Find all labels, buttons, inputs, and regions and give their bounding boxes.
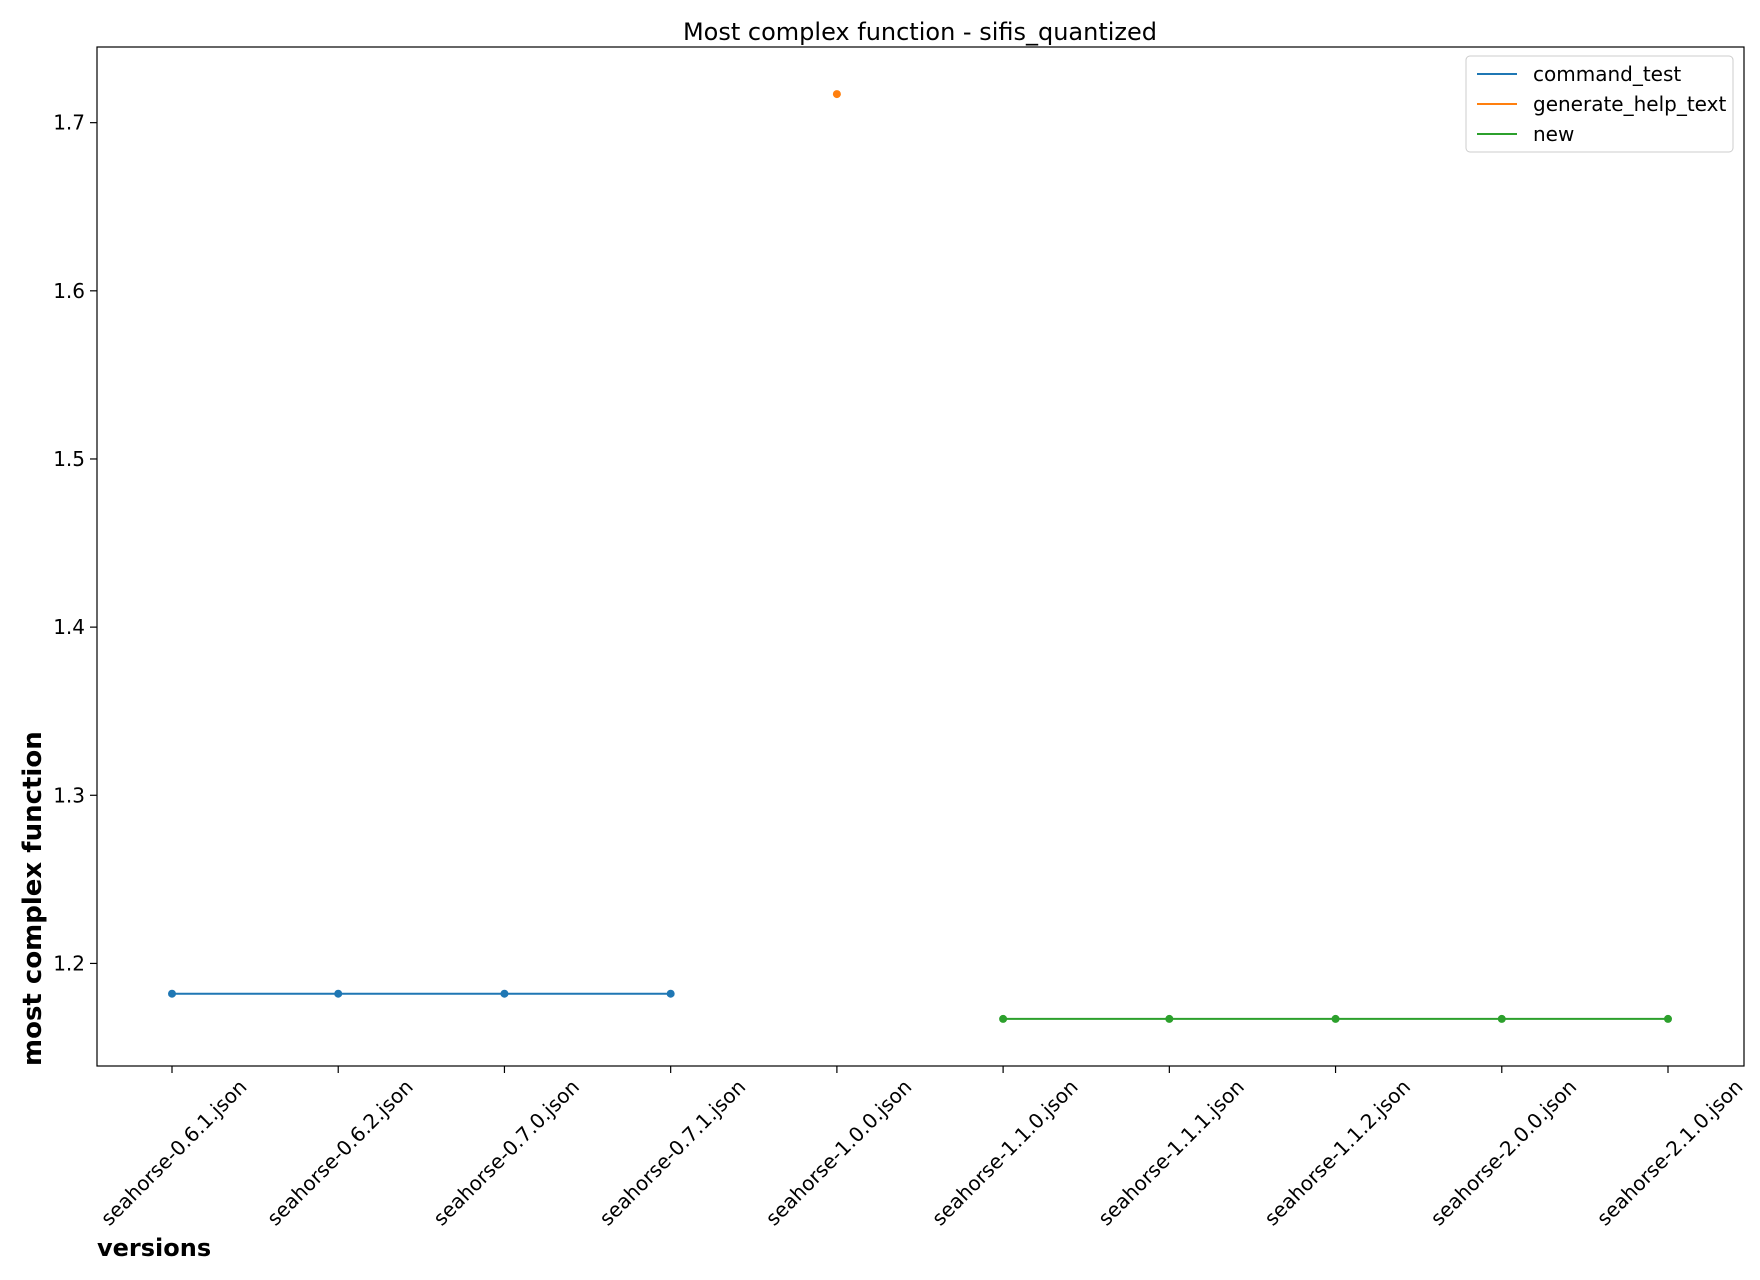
data-point-new bbox=[999, 1014, 1008, 1023]
data-point-command_test bbox=[334, 989, 343, 998]
data-point-new bbox=[1497, 1014, 1506, 1023]
x-tick-label: seahorse-0.7.1.json bbox=[594, 1075, 750, 1231]
data-point-new bbox=[1331, 1014, 1340, 1023]
legend-label: new bbox=[1533, 122, 1574, 146]
y-tick-label: 1.4 bbox=[53, 615, 85, 639]
legend-label: generate_help_text bbox=[1533, 92, 1726, 116]
x-axis-label: versions bbox=[97, 1234, 211, 1262]
series-marks bbox=[168, 90, 1672, 1023]
data-point-command_test bbox=[666, 989, 675, 998]
x-tick-label: seahorse-0.6.2.json bbox=[262, 1075, 418, 1231]
legend-box bbox=[1465, 55, 1734, 153]
x-tick-label: seahorse-0.6.1.json bbox=[96, 1075, 252, 1231]
x-tick-label: seahorse-1.1.2.json bbox=[1259, 1075, 1415, 1231]
x-tick-label: seahorse-2.0.0.json bbox=[1426, 1075, 1582, 1231]
x-tick-label: seahorse-1.1.1.json bbox=[1093, 1075, 1249, 1231]
data-point-new bbox=[1165, 1014, 1174, 1023]
y-tick-label: 1.5 bbox=[53, 447, 85, 471]
y-tick-label: 1.2 bbox=[53, 951, 85, 975]
data-point-command_test bbox=[500, 989, 509, 998]
data-point-generate_help_text bbox=[832, 90, 841, 99]
x-tick-label: seahorse-2.1.0.json bbox=[1592, 1075, 1748, 1231]
plot-frame bbox=[96, 46, 1745, 1067]
chart-title: Most complex function - sifis_quantized bbox=[683, 18, 1157, 46]
y-tick-label: 1.3 bbox=[53, 783, 85, 807]
y-tick-label: 1.6 bbox=[53, 279, 85, 303]
legend-label: command_test bbox=[1533, 62, 1681, 86]
y-axis: 1.2 1.3 1.4 1.5 1.6 1.7 bbox=[53, 111, 97, 975]
x-tick-label: seahorse-1.0.0.json bbox=[761, 1075, 917, 1231]
x-axis: seahorse-0.6.1.json seahorse-0.6.2.json se… bbox=[96, 1066, 1748, 1230]
y-axis-label: most complex function bbox=[18, 731, 48, 1066]
x-tick-label: seahorse-1.1.0.json bbox=[927, 1075, 1083, 1231]
data-point-new bbox=[1664, 1014, 1672, 1023]
y-tick-label: 1.7 bbox=[53, 111, 85, 135]
plot-area bbox=[96, 46, 1745, 1067]
x-tick-label: seahorse-0.7.0.json bbox=[428, 1075, 584, 1231]
data-point-command_test bbox=[168, 989, 176, 998]
